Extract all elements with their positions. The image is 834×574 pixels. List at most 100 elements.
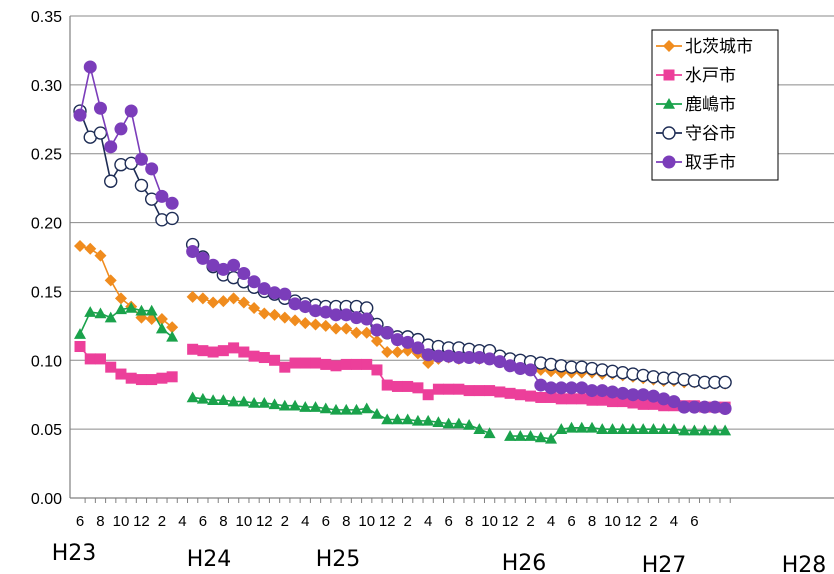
data-point <box>401 335 415 349</box>
data-point <box>663 98 675 109</box>
data-point <box>268 286 282 300</box>
x-tick-label: 12 <box>379 513 396 530</box>
era-label: H25 <box>316 547 361 572</box>
data-point <box>237 395 250 407</box>
data-point <box>370 407 383 419</box>
data-point <box>606 396 618 408</box>
data-point <box>330 322 342 335</box>
data-point <box>146 374 158 386</box>
legend-box <box>651 29 779 181</box>
data-point <box>299 317 312 330</box>
data-point <box>677 400 691 414</box>
data-point <box>370 335 383 348</box>
data-point <box>596 394 608 406</box>
data-point <box>698 400 712 414</box>
data-point <box>125 372 137 384</box>
data-point <box>401 413 414 425</box>
data-point <box>156 372 168 384</box>
x-tick-label: 10 <box>481 513 498 530</box>
era-label: H23 <box>52 541 97 566</box>
data-point <box>565 421 578 433</box>
data-point <box>493 355 507 369</box>
data-point <box>595 384 609 398</box>
legend-label: 水戸市 <box>685 66 736 86</box>
data-point <box>207 394 220 406</box>
data-point <box>207 346 219 358</box>
data-point <box>585 384 599 398</box>
data-point <box>340 358 352 370</box>
data-point <box>135 304 148 316</box>
data-point <box>411 414 424 426</box>
data-point <box>104 274 117 287</box>
data-point <box>718 375 732 390</box>
data-point <box>207 296 220 309</box>
data-point <box>350 403 363 415</box>
legend-item: 守谷市 <box>656 124 736 144</box>
data-point <box>186 391 199 403</box>
data-point <box>504 430 517 441</box>
data-point <box>248 301 261 314</box>
data-point <box>155 322 168 334</box>
data-point <box>662 155 676 169</box>
legend-label: 北茨城市 <box>685 37 753 57</box>
data-point <box>155 189 169 203</box>
data-point <box>586 394 598 406</box>
data-point <box>299 401 312 412</box>
data-point <box>330 360 342 372</box>
x-tick-label: 10 <box>235 513 252 530</box>
x-tick-label: 2 <box>526 513 534 530</box>
x-axis-ticks: 6 8 10 12 2 4 6 8 10 12 2 4 6 8 10 12 2 4 6 8 10 12 2 4 6 8 10 12 2 4… <box>76 513 699 530</box>
data-point <box>626 423 639 434</box>
data-point <box>350 358 362 370</box>
data-point <box>186 244 200 258</box>
x-tick-label: 12 <box>625 513 642 530</box>
data-point <box>93 126 108 140</box>
data-point <box>535 391 547 403</box>
data-point <box>74 239 86 252</box>
data-point <box>84 242 97 255</box>
series-line <box>79 307 173 338</box>
data-point <box>115 368 127 380</box>
data-point <box>678 424 691 436</box>
data-point <box>299 357 311 369</box>
data-point <box>114 303 127 315</box>
x-tick-label: 8 <box>219 513 227 530</box>
data-point <box>390 333 404 347</box>
data-point <box>114 122 128 136</box>
data-point <box>319 402 332 414</box>
data-point <box>646 389 660 403</box>
data-point <box>647 423 660 434</box>
data-point <box>145 304 158 316</box>
data-point <box>443 383 455 395</box>
data-point <box>360 402 373 414</box>
data-point <box>636 388 650 402</box>
legend-item: 水戸市 <box>656 66 736 86</box>
data-point <box>319 305 333 319</box>
data-point <box>534 378 548 392</box>
data-point <box>402 380 414 392</box>
data-point <box>545 432 558 444</box>
data-point <box>360 326 373 339</box>
data-point <box>257 282 271 296</box>
data-point <box>381 346 394 359</box>
data-point <box>125 301 138 313</box>
data-point <box>663 40 675 52</box>
y-tick-label: 0.20 <box>31 216 62 233</box>
x-tick-label: 6 <box>76 513 84 530</box>
data-point <box>319 319 332 332</box>
data-point <box>310 357 322 369</box>
data-point <box>667 395 681 409</box>
x-tick-label: 4 <box>424 513 432 530</box>
data-point <box>663 69 675 81</box>
gridlines <box>70 15 834 430</box>
data-point <box>370 323 384 337</box>
x-tick-label: 4 <box>178 513 186 530</box>
data-point <box>134 152 148 166</box>
data-point <box>484 385 496 397</box>
data-point <box>258 307 271 320</box>
x-tick-label: 12 <box>256 513 273 530</box>
x-tick-label: 6 <box>567 513 575 530</box>
data-point <box>412 382 424 394</box>
data-point <box>330 403 342 415</box>
x-tick-label: 10 <box>113 513 130 530</box>
